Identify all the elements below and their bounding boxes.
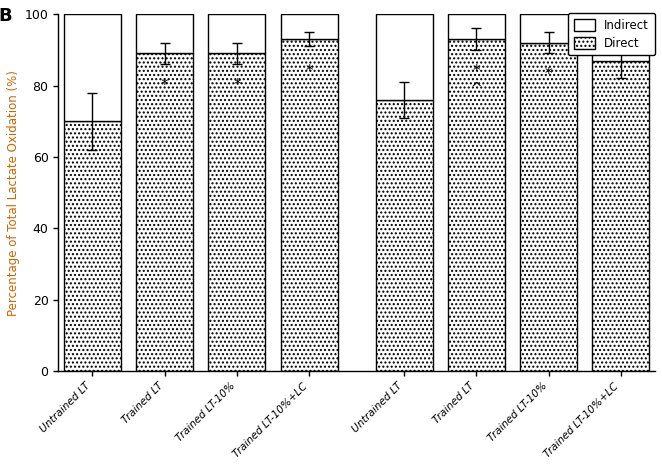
Y-axis label: Percentage of Total Lactate Oxidation (%): Percentage of Total Lactate Oxidation (%…	[7, 70, 21, 315]
Bar	[448, 14, 505, 39]
Bar	[136, 14, 193, 54]
Bar	[375, 14, 433, 100]
Bar	[136, 54, 193, 371]
Text: B: B	[0, 7, 12, 25]
Bar	[64, 14, 121, 121]
Bar	[209, 54, 265, 371]
Bar	[375, 100, 433, 371]
Bar	[592, 61, 649, 371]
Bar	[592, 14, 649, 61]
Bar	[281, 14, 338, 39]
Text: *: *	[233, 78, 241, 93]
Text: *: *	[545, 67, 552, 82]
Bar	[281, 39, 338, 371]
Text: ^: ^	[471, 82, 482, 96]
Bar	[520, 43, 577, 371]
Bar	[209, 14, 265, 54]
Bar	[64, 121, 121, 371]
Text: *: *	[473, 64, 480, 79]
Bar	[520, 14, 577, 43]
Text: *: *	[305, 64, 313, 79]
Text: *: *	[161, 78, 169, 93]
Bar	[448, 39, 505, 371]
Legend: Indirect, Direct: Indirect, Direct	[568, 13, 655, 55]
